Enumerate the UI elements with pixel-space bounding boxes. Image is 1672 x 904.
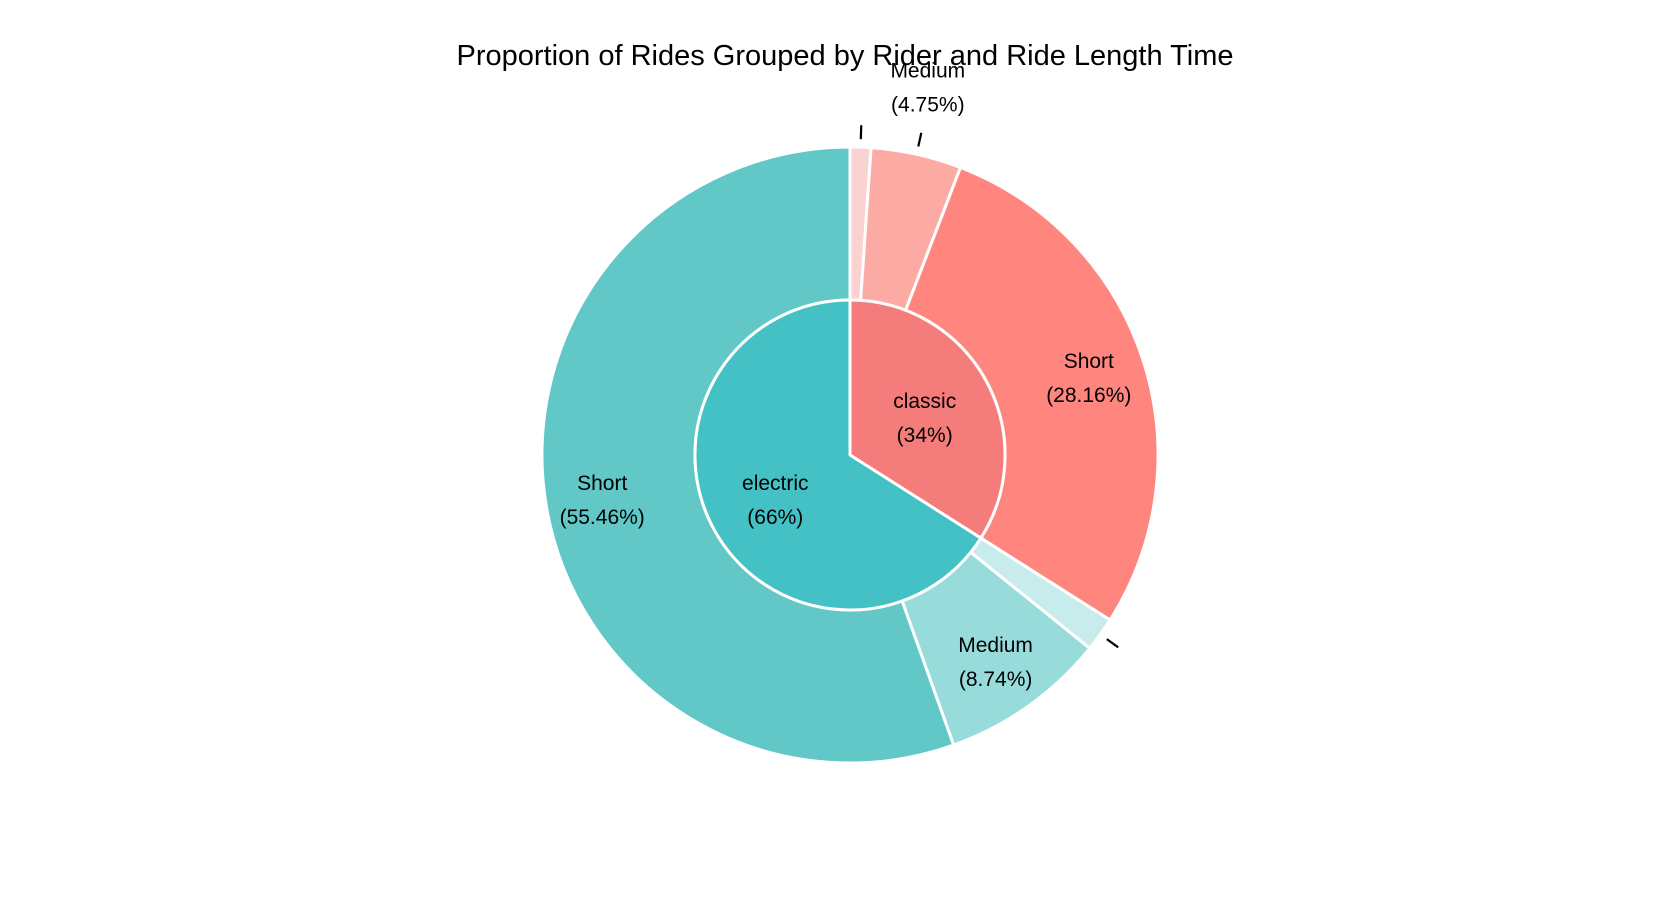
inner-slice-electric	[693, 298, 983, 612]
outer-pct-electric-4: (8.74%)	[959, 668, 1033, 691]
inner-label-classic: classic	[893, 390, 956, 413]
outer-pct-classic-2: (28.16%)	[1046, 384, 1131, 407]
outer-label-classic-2: Short	[1064, 350, 1114, 373]
leader-line-electric-3	[1106, 638, 1119, 649]
inner-label-electric: electric	[742, 472, 809, 495]
inner-pct-classic: (34%)	[897, 424, 953, 447]
leader-line-classic-0	[859, 125, 863, 140]
inner-pct-electric: (66%)	[747, 506, 803, 529]
leader-line-classic-1	[917, 132, 923, 147]
chart-title: Proportion of Rides Grouped by Rider and…	[457, 40, 1234, 72]
inner-ring	[693, 298, 1007, 612]
slice-labels: classic (34%) electric (66%) Medium (4.75%) Sh…	[560, 60, 1132, 692]
outer-label-electric-5: Short	[577, 472, 627, 495]
outer-pct-classic-1: (4.75%)	[891, 94, 965, 117]
outer-pct-electric-5: (55.46%)	[560, 506, 645, 529]
outer-label-electric-4: Medium	[958, 634, 1033, 657]
outer-label-classic-1: Medium	[890, 60, 965, 83]
